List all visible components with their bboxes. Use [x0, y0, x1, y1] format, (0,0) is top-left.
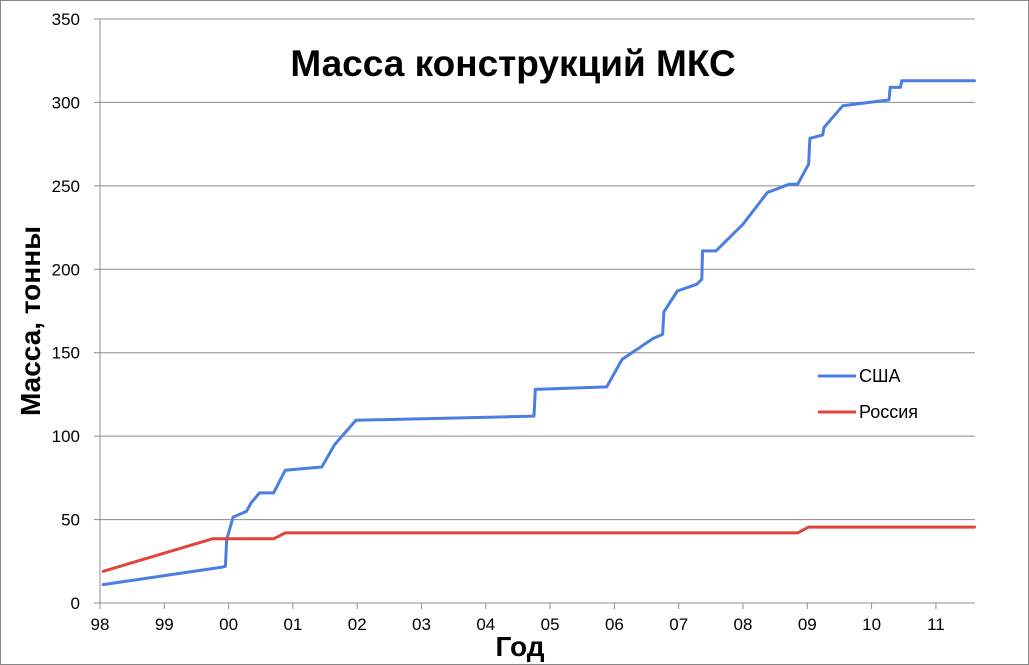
- x-tick-label: 06: [605, 615, 624, 634]
- y-tick-label: 350: [52, 10, 80, 29]
- x-axis-title: Год: [496, 631, 545, 662]
- x-tick-label: 03: [412, 615, 431, 634]
- legend-label: США: [859, 366, 901, 386]
- y-tick-label: 250: [52, 177, 80, 196]
- x-tick-label: 05: [541, 615, 560, 634]
- legend: США Россия: [818, 366, 918, 422]
- x-tick-label: 04: [476, 615, 495, 634]
- gridlines: [100, 18, 975, 521]
- series-line-russia: [101, 525, 976, 573]
- y-tick-label: 0: [71, 594, 80, 613]
- series-line-usa: [101, 79, 976, 587]
- x-tick-label: 01: [283, 615, 302, 634]
- y-tick-label: 100: [52, 427, 80, 446]
- tick-labels: 0 50 100 150 200 250 300 350 98 99 00 01 02 03 04 05 06 0…: [52, 10, 945, 634]
- y-tick-label: 150: [52, 344, 80, 363]
- y-tick-label: 200: [52, 260, 80, 279]
- x-tick-label: 00: [219, 615, 238, 634]
- x-tick-label: 02: [348, 615, 367, 634]
- legend-label: Россия: [859, 402, 918, 422]
- x-tick-label: 99: [155, 615, 174, 634]
- axes: [94, 18, 975, 609]
- x-tick-label: 10: [862, 615, 881, 634]
- y-tick-label: 50: [61, 511, 80, 530]
- x-tick-label: 08: [734, 615, 753, 634]
- x-tick-label: 09: [798, 615, 817, 634]
- chart-title: Масса конструкций МКС: [290, 43, 735, 84]
- x-tick-label: 07: [669, 615, 688, 634]
- y-axis-title: Масса, тонны: [15, 226, 46, 416]
- series-lines: [101, 79, 976, 587]
- y-tick-label: 300: [52, 93, 80, 112]
- x-tick-label: 11: [927, 615, 945, 634]
- x-tick-label: 98: [91, 615, 110, 634]
